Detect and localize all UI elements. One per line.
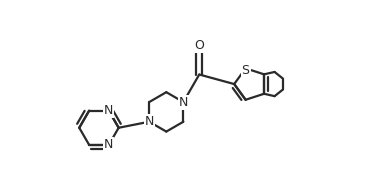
Text: N: N [179,96,188,108]
Text: N: N [104,104,113,117]
Text: N: N [144,115,154,128]
Text: S: S [241,64,250,77]
Text: O: O [194,39,204,52]
Text: N: N [104,138,113,151]
